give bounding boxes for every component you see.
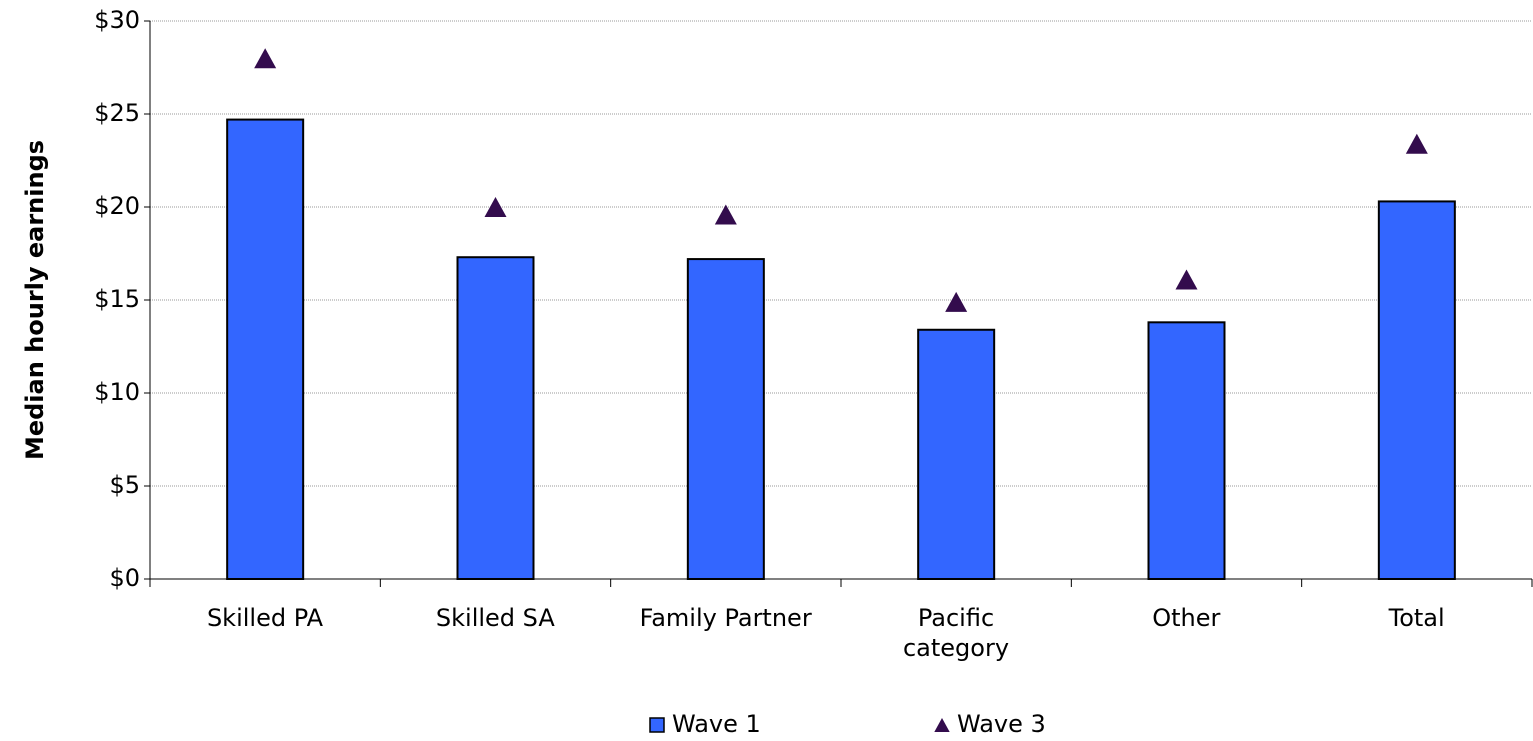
y-tick-label: $0 [109, 564, 140, 592]
marker [1175, 269, 1198, 290]
bar [686, 258, 765, 580]
x-tick-label: Other [1152, 604, 1221, 632]
y-tick-label: $20 [94, 192, 140, 220]
legend-swatch [649, 717, 665, 733]
bar [917, 328, 996, 581]
marker [484, 197, 507, 217]
y-tick-label: $30 [94, 6, 140, 34]
x-tick-label: Family Partner [639, 604, 812, 632]
x-tick-label: Total [1388, 604, 1445, 632]
legend-label: Wave 3 [957, 710, 1046, 738]
bar [1147, 321, 1226, 580]
legend-swatch [934, 718, 950, 732]
marker [714, 204, 737, 225]
bar [226, 118, 305, 581]
marker [1405, 133, 1428, 154]
marker [945, 291, 968, 312]
legend-label: Wave 1 [672, 710, 761, 738]
y-tick-label: $5 [109, 471, 140, 499]
y-tick-label: $10 [94, 378, 140, 406]
x-tick-label: Pacific category [902, 604, 1010, 662]
bar [1377, 200, 1456, 580]
y-tick-label: $25 [94, 99, 140, 127]
y-tick-label: $15 [94, 285, 140, 313]
marker [254, 48, 277, 69]
x-tick-label: Skilled SA [435, 604, 555, 632]
y-axis-title: Median hourly earnings [21, 140, 49, 460]
x-tick-label: Skilled PA [206, 604, 324, 632]
bar [456, 256, 535, 580]
